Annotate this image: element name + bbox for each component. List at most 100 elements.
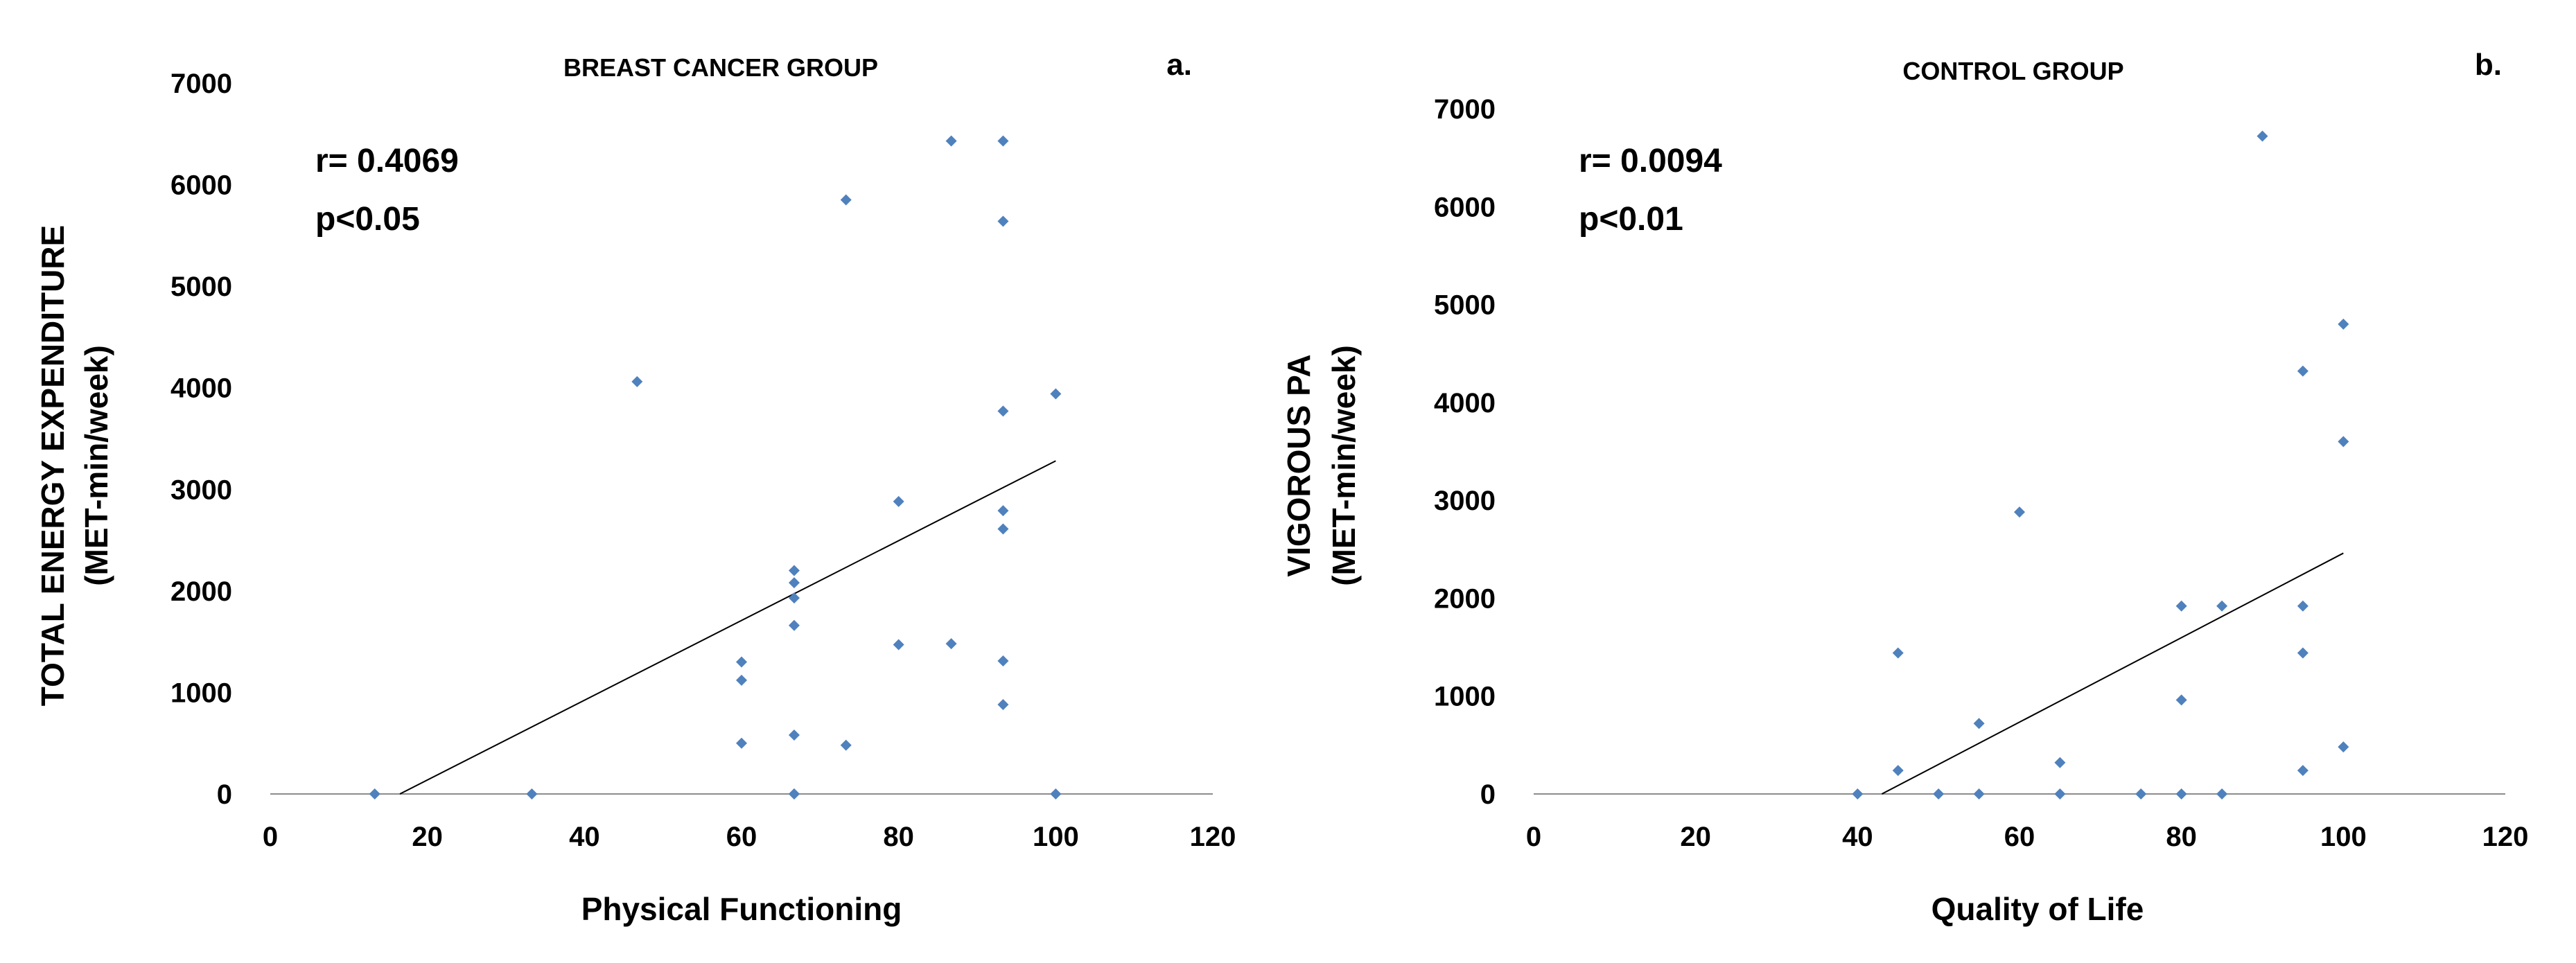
data-point — [1892, 765, 1904, 777]
data-point — [2054, 788, 2066, 799]
x-tick-label: 0 — [1526, 822, 1541, 852]
data-point — [2135, 788, 2147, 799]
trendline-line — [1881, 552, 2344, 795]
p-value-annotation: p<0.05 — [315, 201, 420, 238]
panel-label: a. — [1166, 48, 1192, 82]
x-tick-label: 60 — [726, 822, 757, 852]
y-tick-label: 3000 — [170, 475, 232, 505]
chart-breast-cancer-group: BREAST CANCER GROUP a. r= 0.4069 p<0.05 … — [35, 48, 1236, 927]
x-tick-label: 80 — [883, 822, 914, 852]
data-point — [736, 656, 747, 668]
x-axis-label: Quality of Life — [1931, 891, 2144, 927]
tick-labels: 0 20 40 60 80 100 120 0 1000 2000 3000 4000 5000 6000… — [170, 69, 1236, 852]
x-tick-label: 20 — [1680, 822, 1711, 852]
data-point — [736, 674, 747, 686]
data-point — [840, 194, 852, 206]
data-point — [2297, 600, 2308, 612]
data-point — [997, 405, 1009, 417]
x-tick-label: 40 — [569, 822, 600, 852]
y-tick-label: 0 — [1480, 779, 1496, 810]
data-point — [1892, 647, 1904, 659]
y-tick-label: 5000 — [170, 272, 232, 302]
p-value-annotation: p<0.01 — [1579, 201, 1683, 238]
y-tick-label: 0 — [217, 779, 232, 810]
x-tick-label: 60 — [2004, 822, 2035, 852]
y-tick-label: 7000 — [1434, 94, 1496, 125]
data-point — [2297, 765, 2308, 777]
data-point — [893, 495, 904, 507]
y-tick-label: 2000 — [170, 576, 232, 607]
chart-title: BREAST CANCER GROUP — [563, 53, 878, 82]
data-point — [2216, 788, 2228, 799]
data-point — [1933, 788, 1945, 799]
data-point — [997, 135, 1009, 147]
y-tick-label: 1000 — [1434, 682, 1496, 712]
data-point — [1050, 388, 1062, 400]
data-point — [631, 376, 643, 387]
y-tick-label: 7000 — [170, 69, 232, 99]
data-point — [1973, 788, 1985, 799]
data-point — [997, 505, 1009, 517]
data-point — [2175, 694, 2187, 706]
y-tick-label: 3000 — [1434, 486, 1496, 516]
trendline — [1881, 552, 2344, 795]
data-point — [945, 135, 957, 147]
data-point — [2054, 757, 2066, 768]
data-point — [2257, 130, 2268, 142]
data-point — [893, 639, 904, 651]
data-point — [1973, 718, 1985, 730]
data-point — [788, 729, 800, 741]
y-tick-label: 5000 — [1434, 290, 1496, 321]
data-point — [788, 577, 800, 589]
data-point — [840, 739, 852, 751]
data-point — [2338, 436, 2349, 448]
y-tick-label: 6000 — [170, 170, 232, 201]
data-point — [2338, 741, 2349, 753]
data-point — [2297, 647, 2308, 659]
data-point — [945, 638, 957, 650]
data-point — [369, 788, 380, 799]
panel-label: b. — [2475, 48, 2502, 82]
trendline-line — [399, 460, 1056, 795]
data-point — [2297, 365, 2308, 377]
x-tick-label: 20 — [412, 822, 443, 852]
data-point — [1050, 788, 1062, 799]
data-point — [736, 737, 747, 749]
data-point — [2175, 600, 2187, 612]
y-axis-label-line1: TOTAL ENERGY EXPENDITURE — [35, 225, 71, 706]
data-point — [2338, 318, 2349, 330]
data-point — [2014, 506, 2025, 518]
data-point — [2175, 788, 2187, 799]
correlation-r-annotation: r= 0.0094 — [1579, 143, 1722, 179]
data-point — [2216, 600, 2228, 612]
chart-control-group: CONTROL GROUP b. r= 0.0094 p<0.01 Qualit… — [1281, 48, 2528, 927]
y-axis-label-line1: VIGOROUS PA — [1281, 354, 1317, 576]
x-tick-label: 100 — [2320, 822, 2367, 852]
trendline — [399, 460, 1056, 795]
data-point — [997, 699, 1009, 711]
data-point — [997, 655, 1009, 666]
y-tick-label: 6000 — [1434, 192, 1496, 222]
data-points — [1852, 130, 2349, 799]
x-tick-label: 40 — [1842, 822, 1873, 852]
x-tick-label: 0 — [263, 822, 278, 852]
y-tick-label: 1000 — [170, 678, 232, 708]
x-tick-label: 80 — [2166, 822, 2197, 852]
data-point — [788, 565, 800, 576]
data-point — [997, 523, 1009, 535]
chart-title: CONTROL GROUP — [1902, 57, 2123, 85]
y-tick-label: 4000 — [170, 373, 232, 404]
data-point — [788, 788, 800, 799]
data-point — [788, 592, 800, 604]
y-tick-label: 2000 — [1434, 583, 1496, 614]
data-point — [788, 619, 800, 631]
correlation-r-annotation: r= 0.4069 — [315, 143, 459, 179]
tick-labels: 0 20 40 60 80 100 120 0 1000 2000 3000 4000 5000 6000… — [1434, 94, 2528, 852]
x-tick-label: 120 — [1190, 822, 1236, 852]
y-axis-label-line2: (MET-min/week) — [1326, 345, 1362, 586]
y-tick-label: 4000 — [1434, 388, 1496, 418]
data-point — [997, 215, 1009, 227]
x-axis-label: Physical Functioning — [581, 891, 902, 927]
data-point — [526, 788, 538, 799]
